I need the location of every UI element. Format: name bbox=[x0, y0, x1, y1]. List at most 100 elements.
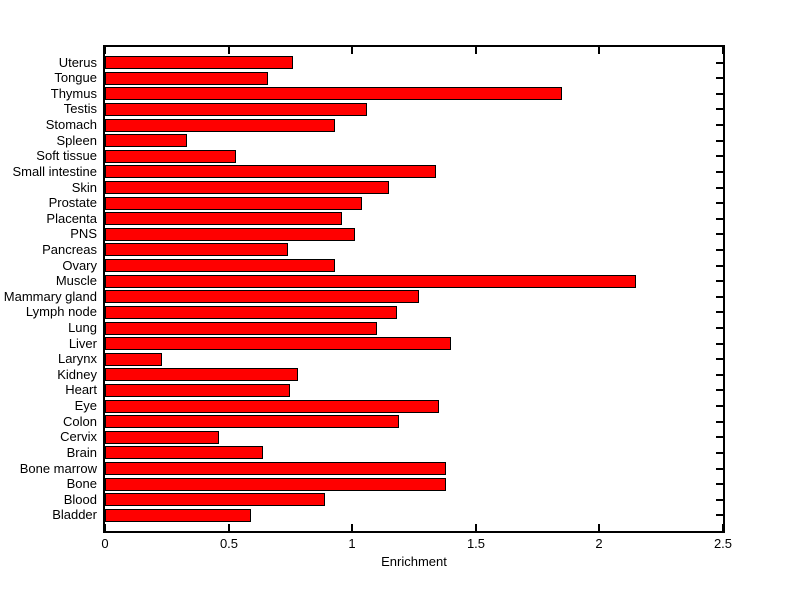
y-axis-tick-right bbox=[716, 468, 723, 470]
y-tick-label-spleen: Spleen bbox=[56, 133, 97, 148]
x-axis-tick-bottom bbox=[104, 524, 106, 531]
x-tick-label-0.5: 0.5 bbox=[219, 536, 239, 551]
y-tick-label-muscle: Muscle bbox=[55, 273, 97, 288]
x-axis-tick-top bbox=[351, 47, 353, 54]
y-axis-tick-right bbox=[716, 452, 723, 454]
x-axis-tick-top bbox=[722, 47, 724, 54]
y-axis-tick-right bbox=[716, 514, 723, 516]
y-axis-tick-right bbox=[716, 155, 723, 157]
y-tick-label-bone-marrow: Bone marrow bbox=[19, 461, 97, 476]
y-axis-tick-right bbox=[716, 296, 723, 298]
y-axis-tick-right bbox=[716, 233, 723, 235]
y-axis-tick-right bbox=[716, 483, 723, 485]
bar-heart bbox=[105, 384, 290, 397]
y-tick-label-kidney: Kidney bbox=[57, 367, 97, 382]
y-axis-tick-right bbox=[716, 124, 723, 126]
bar-mammary-gland bbox=[105, 290, 419, 303]
y-axis-tick-right bbox=[716, 218, 723, 220]
y-axis-tick-right bbox=[716, 249, 723, 251]
bar-tongue bbox=[105, 72, 268, 85]
x-axis-tick-top bbox=[104, 47, 106, 54]
y-tick-label-thymus: Thymus bbox=[50, 86, 97, 101]
bar-stomach bbox=[105, 119, 335, 132]
y-tick-label-prostate: Prostate bbox=[48, 195, 97, 210]
x-axis-tick-top bbox=[228, 47, 230, 54]
bar-skin bbox=[105, 181, 389, 194]
bar-uterus bbox=[105, 56, 293, 69]
x-axis-tick-bottom bbox=[598, 524, 600, 531]
y-axis-tick-right bbox=[716, 265, 723, 267]
bar-cervix bbox=[105, 431, 219, 444]
y-axis-tick-right bbox=[716, 93, 723, 95]
y-axis-tick-right bbox=[716, 171, 723, 173]
y-axis-tick-right bbox=[716, 389, 723, 391]
bar-bone bbox=[105, 478, 446, 491]
y-tick-label-placenta: Placenta bbox=[46, 211, 97, 226]
bar-soft-tissue bbox=[105, 150, 236, 163]
bar-pns bbox=[105, 228, 355, 241]
bar-lung bbox=[105, 322, 377, 335]
bar-testis bbox=[105, 103, 367, 116]
bar-bladder bbox=[105, 509, 251, 522]
bar-placenta bbox=[105, 212, 342, 225]
y-axis-tick-right bbox=[716, 405, 723, 407]
y-tick-label-blood: Blood bbox=[63, 492, 97, 507]
y-axis-tick-right bbox=[716, 202, 723, 204]
y-axis-tick-right bbox=[716, 280, 723, 282]
y-axis-tick-right bbox=[716, 436, 723, 438]
bar-brain bbox=[105, 446, 263, 459]
y-tick-label-liver: Liver bbox=[68, 336, 97, 351]
x-axis-title: Enrichment bbox=[381, 554, 447, 569]
bar-kidney bbox=[105, 368, 298, 381]
x-tick-label-2.5: 2.5 bbox=[713, 536, 733, 551]
y-tick-label-colon: Colon bbox=[63, 414, 97, 429]
x-tick-label-0: 0 bbox=[101, 536, 109, 551]
x-axis-tick-bottom bbox=[475, 524, 477, 531]
y-axis-tick-right bbox=[716, 62, 723, 64]
x-axis-tick-top bbox=[475, 47, 477, 54]
x-tick-label-1: 1 bbox=[348, 536, 356, 551]
bar-small-intestine bbox=[105, 165, 436, 178]
x-axis-tick-bottom bbox=[228, 524, 230, 531]
x-axis-tick-bottom bbox=[722, 524, 724, 531]
y-tick-label-bone: Bone bbox=[66, 476, 97, 491]
y-axis-tick-right bbox=[716, 108, 723, 110]
y-tick-label-testis: Testis bbox=[63, 101, 97, 116]
y-tick-label-mammary-gland: Mammary gland bbox=[3, 289, 97, 304]
y-tick-label-cervix: Cervix bbox=[60, 429, 97, 444]
bar-larynx bbox=[105, 353, 162, 366]
bar-ovary bbox=[105, 259, 335, 272]
y-axis-tick-right bbox=[716, 140, 723, 142]
x-tick-label-2: 2 bbox=[595, 536, 603, 551]
y-tick-label-lymph-node: Lymph node bbox=[25, 304, 97, 319]
x-axis-tick-bottom bbox=[351, 524, 353, 531]
y-axis-tick-right bbox=[716, 311, 723, 313]
bar-liver bbox=[105, 337, 451, 350]
y-axis-tick-right bbox=[716, 187, 723, 189]
y-tick-label-pns: PNS bbox=[70, 226, 97, 241]
bar-spleen bbox=[105, 134, 187, 147]
y-axis-tick-right bbox=[716, 374, 723, 376]
y-tick-label-lung: Lung bbox=[68, 320, 97, 335]
y-tick-label-skin: Skin bbox=[71, 180, 97, 195]
y-tick-label-soft-tissue: Soft tissue bbox=[36, 148, 97, 163]
y-axis-tick-right bbox=[716, 343, 723, 345]
y-tick-label-stomach: Stomach bbox=[45, 117, 97, 132]
y-axis-tick-right bbox=[716, 77, 723, 79]
y-tick-label-larynx: Larynx bbox=[57, 351, 97, 366]
y-tick-label-heart: Heart bbox=[65, 382, 97, 397]
y-tick-label-small-intestine: Small intestine bbox=[12, 164, 97, 179]
y-axis-tick-right bbox=[716, 358, 723, 360]
y-axis-tick-right bbox=[716, 327, 723, 329]
x-axis-tick-top bbox=[598, 47, 600, 54]
bar-muscle bbox=[105, 275, 636, 288]
y-tick-label-ovary: Ovary bbox=[62, 258, 97, 273]
bar-prostate bbox=[105, 197, 362, 210]
bar-colon bbox=[105, 415, 399, 428]
bar-bone-marrow bbox=[105, 462, 446, 475]
bar-thymus bbox=[105, 87, 562, 100]
x-tick-label-1.5: 1.5 bbox=[466, 536, 486, 551]
y-tick-label-tongue: Tongue bbox=[54, 70, 97, 85]
bar-lymph-node bbox=[105, 306, 397, 319]
